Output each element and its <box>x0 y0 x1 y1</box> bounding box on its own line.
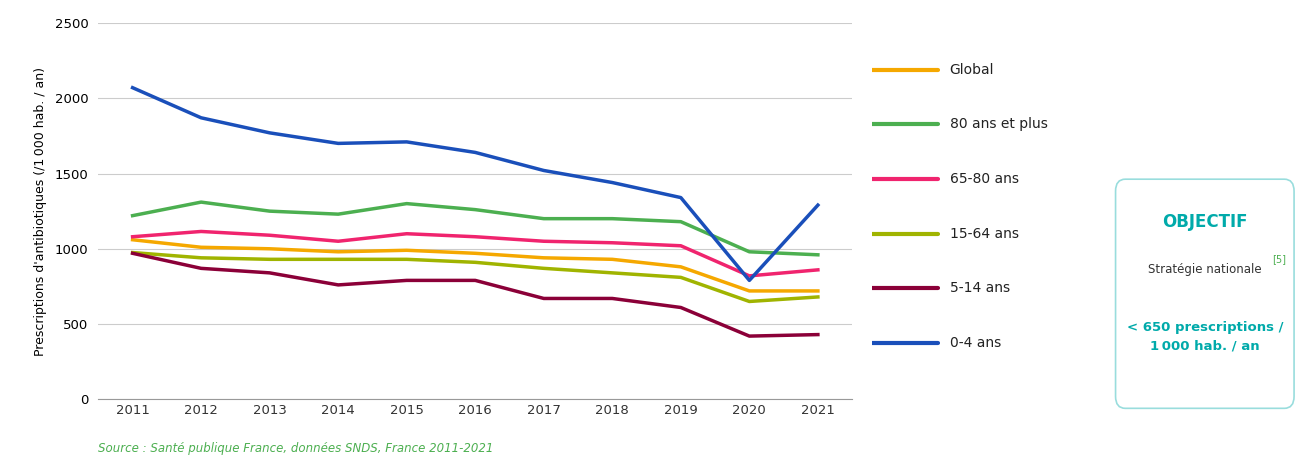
Text: OBJECTIF: OBJECTIF <box>1162 213 1248 231</box>
Text: 65-80 ans: 65-80 ans <box>949 172 1019 186</box>
Text: 0-4 ans: 0-4 ans <box>949 336 1000 350</box>
FancyBboxPatch shape <box>1100 165 1310 423</box>
Text: 15-64 ans: 15-64 ans <box>949 227 1019 241</box>
Text: Stratégie nationale: Stratégie nationale <box>1148 263 1261 276</box>
Y-axis label: Prescriptions d'antibiotiques (/1 000 hab. / an): Prescriptions d'antibiotiques (/1 000 ha… <box>34 67 46 356</box>
Text: Source : Santé publique France, données SNDS, France 2011-2021: Source : Santé publique France, données … <box>98 442 494 455</box>
Text: [5]: [5] <box>1272 254 1286 264</box>
Text: 80 ans et plus: 80 ans et plus <box>949 118 1047 131</box>
Text: < 650 prescriptions /
1 000 hab. / an: < 650 prescriptions / 1 000 hab. / an <box>1126 321 1283 353</box>
Text: 5-14 ans: 5-14 ans <box>949 281 1009 295</box>
Text: Global: Global <box>949 63 994 77</box>
